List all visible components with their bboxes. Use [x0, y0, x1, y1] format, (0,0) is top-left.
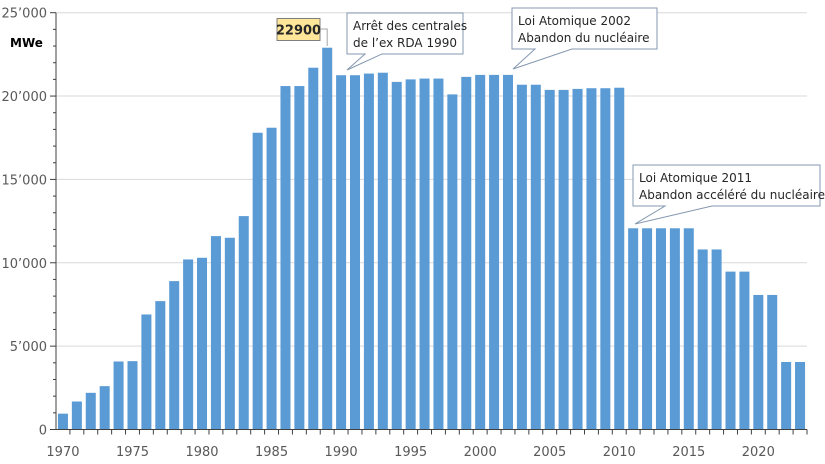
law2011-annotation-callout [632, 164, 821, 225]
x-tick-label: 2015 [672, 445, 705, 460]
x-tick-label: 1975 [116, 445, 149, 460]
bar-1986 [280, 86, 291, 430]
bar-1976 [141, 314, 152, 430]
bar-2020 [753, 294, 764, 430]
bar-1992 [363, 73, 374, 430]
bar-1982 [224, 237, 235, 430]
law2011-annotation-text: Abandon accéléré du nucléaire [639, 188, 825, 202]
y-tick-label: 10’000 [2, 257, 48, 272]
law2011-annotation-text: Loi Atomique 2011 [639, 171, 752, 185]
y-tick-label: 25’000 [2, 7, 48, 22]
bar-2007 [572, 88, 583, 430]
bar-2006 [558, 89, 569, 430]
bar-1975 [127, 361, 138, 430]
bar-1989 [322, 47, 333, 430]
bar-1970 [57, 413, 68, 430]
bar-1988 [308, 67, 319, 430]
x-tick-label: 1980 [185, 445, 218, 460]
x-tick-label: 1995 [394, 445, 427, 460]
y-tick-label: 20’000 [2, 90, 48, 105]
law2002-annotation-callout [511, 7, 658, 70]
x-tick-label: 2005 [533, 445, 566, 460]
x-tick-label: 2000 [464, 445, 497, 460]
bar-2001 [489, 74, 500, 430]
bar-2004 [530, 84, 541, 430]
bar-2022 [781, 361, 792, 430]
bar-2016 [697, 249, 708, 430]
bar-2011 [628, 228, 639, 430]
bar-1998 [447, 94, 458, 430]
bar-2019 [739, 271, 750, 430]
bar-2012 [642, 228, 653, 430]
x-tick-label: 1970 [46, 445, 79, 460]
bar-2008 [586, 88, 597, 430]
y-tick-label: 15’000 [2, 173, 48, 188]
bar-2021 [767, 294, 778, 430]
bar-1983 [238, 216, 249, 430]
bar-2023 [795, 361, 806, 430]
bar-1977 [155, 301, 166, 430]
bar-2002 [502, 74, 513, 430]
bar-1971 [71, 401, 82, 430]
bar-1978 [169, 281, 180, 430]
bar-1972 [85, 392, 96, 430]
rda-annotation-text: de l’ex RDA 1990 [353, 36, 457, 50]
bar-1999 [461, 76, 472, 430]
law2002-annotation-text: Loi Atomique 2002 [518, 14, 631, 28]
bar-1990 [336, 75, 347, 430]
bar-1987 [294, 86, 305, 430]
peak-leader-line [320, 28, 328, 46]
y-tick-label: 5’000 [10, 340, 47, 355]
bar-1995 [405, 79, 416, 430]
bar-2003 [516, 84, 527, 430]
bar-1994 [391, 81, 402, 430]
bar-2014 [669, 228, 680, 430]
bar-1993 [377, 72, 388, 430]
bar-2009 [600, 88, 611, 430]
peak-label: 22900 [276, 24, 321, 39]
bar-1985 [266, 127, 277, 430]
law2002-annotation-text: Abandon du nucléaire [518, 31, 649, 45]
x-tick-label: 2020 [742, 445, 775, 460]
bar-2015 [683, 228, 694, 430]
bar-2005 [544, 89, 555, 430]
bar-1974 [113, 361, 124, 430]
x-tick-label: 1990 [325, 445, 358, 460]
bar-2013 [655, 228, 666, 430]
bar-1973 [99, 386, 110, 430]
bar-1991 [350, 75, 361, 430]
bar-1981 [210, 236, 221, 430]
rda-annotation-text: Arrêt des centrales [353, 19, 467, 33]
bar-2017 [711, 249, 722, 430]
bar-1997 [433, 78, 444, 430]
bar-1979 [183, 259, 194, 430]
x-tick-label: 2010 [603, 445, 636, 460]
rda-annotation-callout [346, 12, 464, 71]
bar-1996 [419, 78, 430, 430]
x-tick-label: 1985 [255, 445, 288, 460]
bar-2010 [614, 87, 625, 430]
y-tick-label: 0 [39, 424, 47, 439]
bar-1980 [197, 257, 208, 430]
y-axis-label: MWe [10, 36, 43, 50]
bar-1984 [252, 132, 263, 430]
bar-2000 [475, 74, 486, 430]
bar-2018 [725, 271, 736, 430]
